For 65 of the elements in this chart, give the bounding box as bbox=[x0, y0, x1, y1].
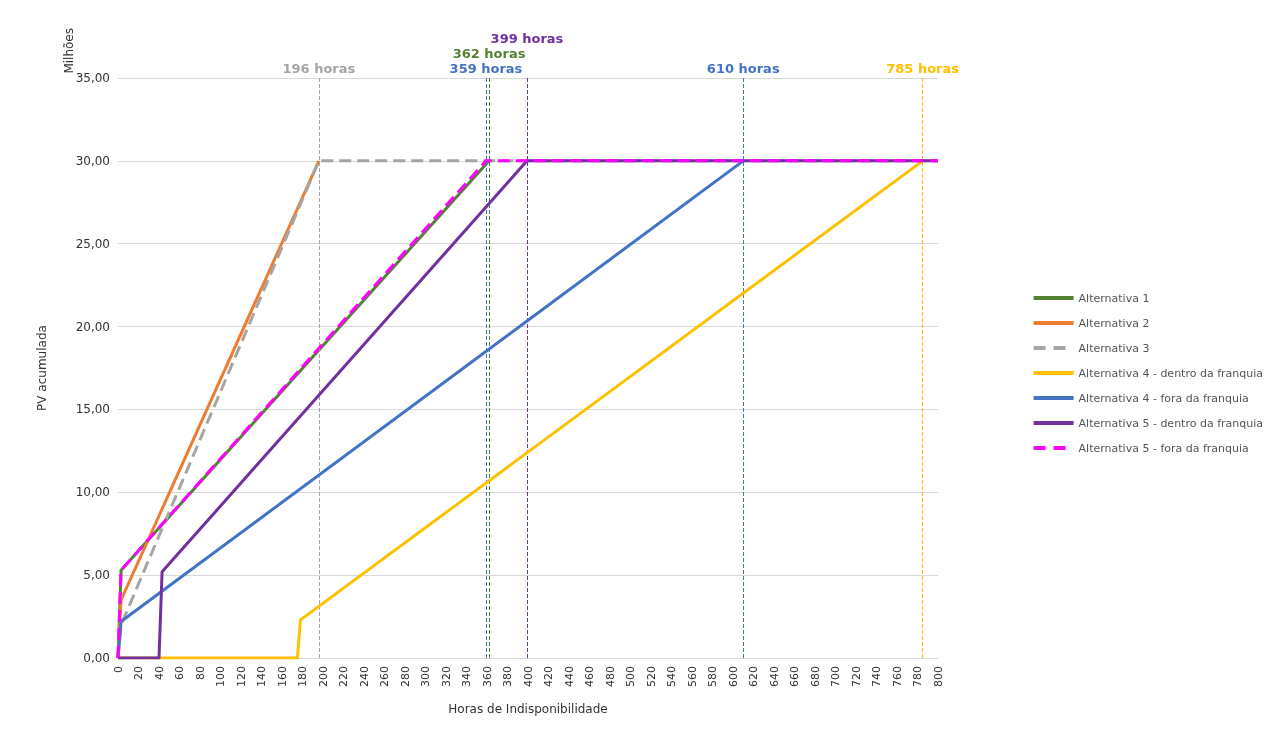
x-tick-label: 760 bbox=[890, 666, 904, 687]
x-tick-label: 240 bbox=[357, 666, 371, 687]
x-tick-label: 420 bbox=[542, 666, 555, 687]
ref-line-label: 610 horas bbox=[706, 61, 780, 76]
legend-label: Alternativa 5 - dentro da franquia bbox=[1078, 416, 1264, 430]
x-tick-label: 0 bbox=[111, 666, 125, 673]
x-tick-label: 660 bbox=[788, 666, 801, 687]
x-tick-label: 460 bbox=[583, 666, 596, 687]
ref-line-label: 196 horas bbox=[282, 61, 356, 76]
legend-label: Alternativa 3 bbox=[1078, 341, 1150, 355]
legend-label: Alternativa 4 - fora da franquia bbox=[1078, 391, 1249, 405]
x-tick-label: 500 bbox=[624, 666, 637, 687]
legend-label: Alternativa 1 bbox=[1078, 291, 1150, 305]
x-tick-label: 140 bbox=[255, 666, 268, 687]
x-tick-label: 800 bbox=[931, 666, 945, 687]
x-tick-label: 440 bbox=[562, 666, 576, 687]
y-tick-label: 15,00 bbox=[75, 402, 110, 417]
x-tick-label: 20 bbox=[132, 666, 145, 680]
x-tick-label: 180 bbox=[296, 666, 309, 687]
x-tick-label: 280 bbox=[398, 666, 412, 687]
x-tick-label: 200 bbox=[316, 666, 330, 687]
x-tick-label: 620 bbox=[747, 666, 760, 687]
x-tick-label: 680 bbox=[808, 666, 822, 687]
x-tick-label: 100 bbox=[214, 666, 227, 687]
x-tick-label: 80 bbox=[193, 666, 207, 680]
x-tick-label: 780 bbox=[911, 666, 924, 687]
x-tick-label: 720 bbox=[849, 666, 863, 687]
x-tick-label: 580 bbox=[706, 666, 719, 687]
ref-line-label: 785 horas bbox=[886, 61, 960, 76]
x-tick-label: 700 bbox=[829, 666, 842, 687]
x-tick-label: 340 bbox=[460, 666, 473, 687]
x-tick-label: 160 bbox=[275, 666, 289, 687]
x-tick-label: 380 bbox=[501, 666, 514, 687]
y-tick-label: 10,00 bbox=[75, 485, 110, 500]
y-tick-label: 0,00 bbox=[83, 651, 110, 665]
y-tick-label: 35,00 bbox=[75, 71, 110, 85]
x-tick-label: 600 bbox=[726, 666, 740, 687]
x-tick-label: 520 bbox=[644, 666, 658, 687]
x-tick-label: 60 bbox=[173, 666, 186, 680]
y-tick-label: 20,00 bbox=[75, 319, 110, 334]
x-tick-label: 400 bbox=[521, 666, 535, 687]
y-tick-label: 25,00 bbox=[75, 236, 110, 251]
x-tick-label: 540 bbox=[665, 666, 678, 687]
x-tick-label: 300 bbox=[419, 666, 432, 687]
x-tick-label: 480 bbox=[603, 666, 617, 687]
x-tick-label: 40 bbox=[152, 666, 166, 680]
x-tick-label: 120 bbox=[234, 666, 248, 687]
x-tick-label: 360 bbox=[480, 666, 494, 687]
legend-label: Alternativa 4 - dentro da franquia bbox=[1078, 366, 1264, 380]
x-tick-label: 220 bbox=[337, 666, 350, 687]
text: Milhões bbox=[62, 27, 76, 74]
legend-label: Alternativa 2 bbox=[1078, 316, 1150, 330]
y-tick-label: 5,00 bbox=[83, 568, 110, 583]
ref-line-label: 362 horas bbox=[452, 46, 526, 61]
x-tick-label: 260 bbox=[378, 666, 391, 687]
ref-line-label: 359 horas bbox=[449, 61, 523, 76]
ref-line-label: 399 horas bbox=[490, 31, 564, 46]
y-axis-title: PV acumulada bbox=[35, 325, 49, 411]
x-tick-label: 740 bbox=[870, 666, 883, 687]
x-axis-title: Horas de Indisponibilidade bbox=[448, 702, 608, 716]
x-tick-label: 640 bbox=[767, 666, 781, 687]
y-tick-label: 30,00 bbox=[75, 153, 110, 168]
legend-label: Alternativa 5 - fora da franquia bbox=[1078, 441, 1249, 455]
x-tick-label: 560 bbox=[685, 666, 699, 687]
x-tick-label: 320 bbox=[439, 666, 453, 687]
